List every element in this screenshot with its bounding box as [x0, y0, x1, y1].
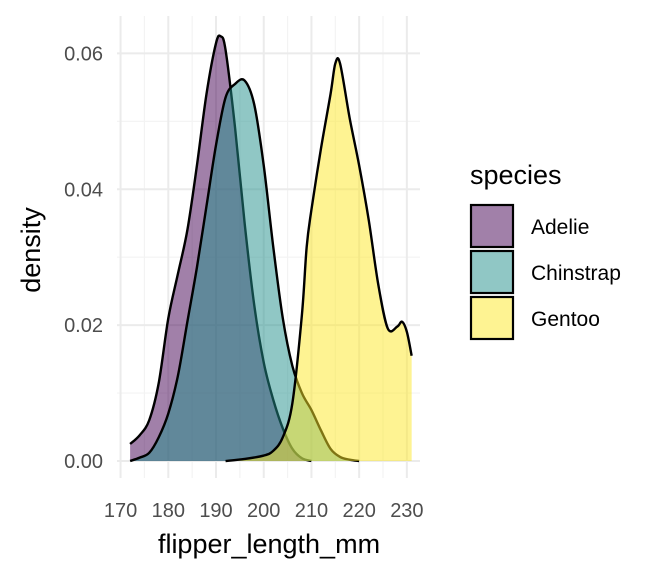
legend-swatch-chinstrap: [469, 249, 515, 295]
legend: species Adelie Chinstrap Gentoo: [469, 160, 621, 341]
legend-label-gentoo: Gentoo: [531, 308, 600, 331]
legend-label-adelie: Adelie: [531, 216, 589, 239]
density-curve-gentoo: [225, 57, 413, 463]
x-tick-label: 170: [104, 500, 137, 522]
density-areas: [129, 34, 413, 463]
density-area-chinstrap: [130, 79, 360, 462]
x-tick-label: 180: [152, 500, 185, 522]
y-tick-label: 0.02: [64, 315, 103, 337]
legend-swatch-gentoo: [469, 295, 515, 341]
y-tick-label: 0.04: [64, 179, 103, 201]
x-tick-label: 200: [247, 500, 280, 522]
y-tick-label: 0.00: [64, 451, 103, 473]
legend-title: species: [470, 160, 562, 190]
x-tick-label: 230: [390, 500, 423, 522]
x-axis-ticks: 170 180 190 200 210 220 230: [104, 500, 424, 522]
legend-swatch-adelie: [469, 203, 515, 249]
x-tick-label: 220: [342, 500, 375, 522]
legend-item-gentoo: Gentoo: [469, 295, 600, 341]
legend-item-chinstrap: Chinstrap: [469, 249, 621, 295]
x-tick-label: 210: [295, 500, 328, 522]
legend-label-chinstrap: Chinstrap: [531, 262, 621, 285]
y-axis-ticks: 0.00 0.02 0.04 0.06: [64, 43, 103, 473]
y-tick-label: 0.06: [64, 43, 103, 65]
y-axis-title: density: [16, 207, 46, 293]
x-axis-title: flipper_length_mm: [158, 529, 380, 559]
legend-item-adelie: Adelie: [469, 203, 589, 249]
density-area-gentoo: [225, 58, 412, 462]
x-tick-label: 190: [199, 500, 232, 522]
